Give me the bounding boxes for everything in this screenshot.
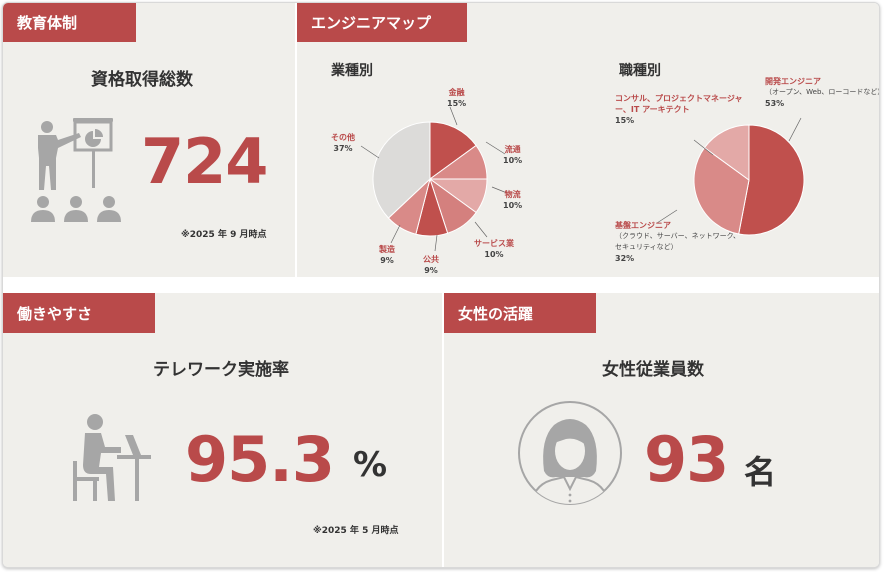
role-slice-2 (703, 124, 750, 181)
women-tag: 女性の活躍 (444, 293, 596, 333)
industry-leader-lines (360, 106, 508, 252)
industry-slice-6 (372, 121, 431, 219)
telework-rate-value: 95.3 (185, 423, 335, 496)
telework-icon (73, 414, 151, 501)
industry-pie-chart (360, 106, 508, 252)
role-label-development: 開発エンジニア （オープン、Web、ローコードなど） 53% (765, 77, 880, 108)
industry-title: 業種別 (331, 63, 373, 79)
role-label-consulting: コンサル、プロジェクトマネージャー、IT アーキテクト 15% (615, 94, 743, 125)
industry-label-retail: 流通 10% (503, 145, 523, 165)
industry-slice-0 (429, 121, 477, 180)
role-slice-0 (738, 124, 805, 236)
industry-label-public: 公共 9% (423, 255, 439, 275)
qualification-total-title: 資格取得総数 (91, 70, 193, 90)
industry-pie-slices (372, 121, 488, 237)
workstyle-panel: 働きやすさ テレワーク実施率 95.3 % ※2025 年 5 月時点 (3, 293, 442, 567)
education-tag: 教育体制 (3, 3, 136, 42)
education-note: ※2025 年 9 月時点 (181, 230, 267, 240)
role-leader-lines (656, 117, 802, 224)
workstyle-note: ※2025 年 5 月時点 (313, 526, 399, 536)
telework-rate-unit: % (353, 445, 388, 485)
role-pie-chart (656, 117, 805, 236)
presentation-icon (31, 118, 121, 222)
workstyle-tag: 働きやすさ (3, 293, 155, 333)
engineer-map-tag: エンジニアマップ (297, 3, 467, 42)
industry-label-service: サービス業 10% (474, 239, 514, 259)
role-label-infrastructure: 基盤エンジニア （クラウド、サーバー、ネットワーク、セキュリティなど） 32% (615, 221, 740, 263)
qualification-total-value: 724 (141, 125, 268, 198)
industry-label-finance: 金融 15% (447, 88, 467, 108)
industry-label-other: その他 37% (331, 133, 355, 153)
women-panel: 女性の活躍 女性従業員数 93 名 (444, 293, 879, 567)
role-title: 職種別 (619, 63, 661, 79)
education-panel: 教育体制 資格取得総数 724 ※2 (3, 3, 295, 277)
role-slice-1 (693, 146, 750, 235)
industry-label-logistics: 物流 10% (503, 190, 523, 210)
telework-rate-title: テレワーク実施率 (153, 360, 289, 380)
female-employees-unit: 名 (744, 453, 777, 491)
female-employees-title: 女性従業員数 (602, 360, 704, 380)
role-pie-slices (693, 124, 805, 236)
female-employees-value: 93 (644, 423, 729, 496)
engineer-map-panel: エンジニアマップ 業種別 職種別 金融 15% 流通 10% 物流 (297, 3, 879, 277)
woman-avatar-icon (518, 401, 622, 505)
industry-label-manufacturing: 製造 9% (379, 245, 395, 265)
